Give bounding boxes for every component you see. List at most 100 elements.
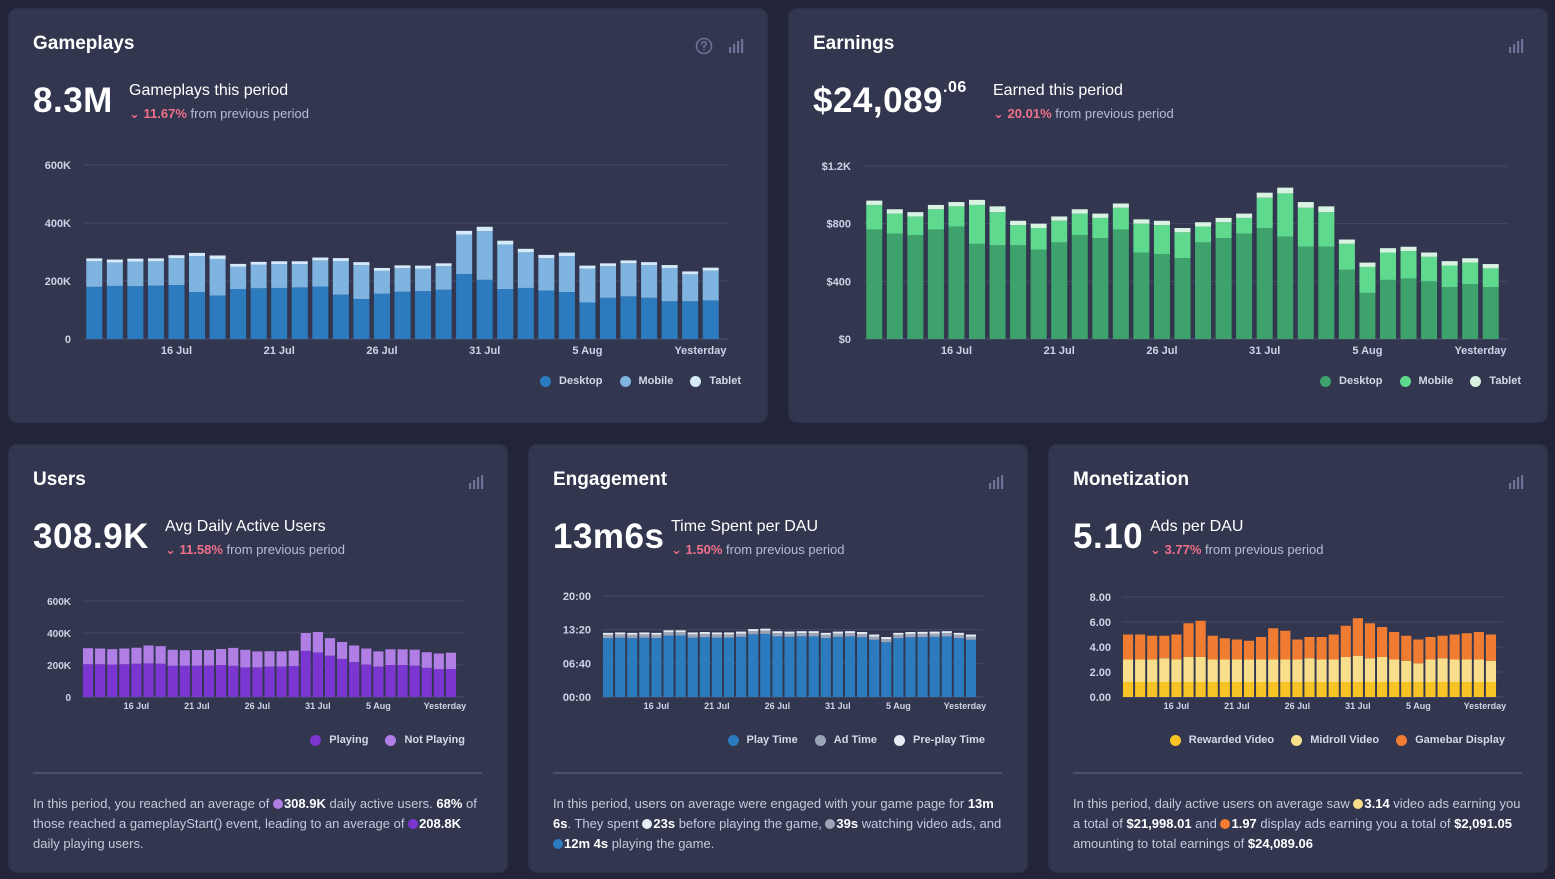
help-icon[interactable] <box>695 37 713 55</box>
stat-label: Gameplays this period <box>129 82 289 99</box>
bar-segment-rewarded-video <box>1147 682 1158 697</box>
bar-segment-playing <box>131 663 142 697</box>
bar-segment-pre-play-time <box>857 632 868 634</box>
bar-segment-gamebar-display <box>1328 634 1339 660</box>
chart-type-icon[interactable] <box>987 473 1005 491</box>
bar-segment-ad-time <box>699 633 710 638</box>
legend-item[interactable]: Tablet <box>1470 375 1521 387</box>
legend-dot <box>385 734 397 746</box>
divider <box>33 772 482 774</box>
users-chart: 0 200K 400K 600K 16 Jul 21 Jul 26 Jul 31 Jul 5 A… <box>47 597 466 711</box>
chart-type-icon[interactable] <box>1507 37 1525 55</box>
bar-segment-desktop <box>271 287 288 339</box>
bar-segment-midroll-video <box>1147 659 1158 682</box>
bar-segment-gamebar-display <box>1207 635 1218 660</box>
bar-segment-mobile <box>1359 266 1376 293</box>
bar-segment-mobile <box>1010 225 1027 246</box>
chart-type-icon[interactable] <box>1507 473 1525 491</box>
bar-segment-desktop <box>1277 236 1294 339</box>
bar-segment-desktop <box>1359 292 1376 339</box>
chart-legend: Rewarded Video Midroll Video Gamebar Dis… <box>1156 734 1505 749</box>
bar-segment-mobile <box>1421 256 1438 282</box>
legend-item[interactable]: Tablet <box>690 375 741 387</box>
bar-segment-desktop <box>1462 284 1479 339</box>
bar-segment-gamebar-display <box>1377 627 1388 657</box>
bar-segment-play-time <box>820 638 831 697</box>
legend-item[interactable]: Mobile <box>619 375 673 387</box>
bar-segment-not-playing <box>421 652 432 668</box>
bar-segment-play-time <box>929 636 940 697</box>
bar-segment-playing <box>264 666 275 697</box>
summary-value: 23s <box>653 816 676 831</box>
summary-text: of those reached a gameplayStart() event… <box>33 796 477 831</box>
bar-segment-pre-play-time <box>941 631 952 634</box>
legend-dot <box>814 734 826 746</box>
bar-segment-ad-time <box>844 633 856 637</box>
x-tick-label: 31 Jul <box>469 345 500 357</box>
legend-label: Play Time <box>746 734 798 746</box>
chart-type-icon[interactable] <box>467 473 485 491</box>
legend-item[interactable]: Rewarded Video <box>1169 734 1274 746</box>
legend-item[interactable]: Not Playing <box>385 734 465 746</box>
bar-segment-ad-time <box>820 634 831 639</box>
bar-segment-tablet <box>907 212 924 217</box>
bar-segment-rewarded-video <box>1292 682 1303 697</box>
bar-segment-midroll-video <box>1389 659 1400 682</box>
legend-item[interactable]: Midroll Video <box>1291 734 1379 746</box>
bar-segment-mobile <box>271 264 288 288</box>
bar-segment-gamebar-display <box>1171 634 1182 660</box>
legend-item[interactable]: Ad Time <box>814 734 877 746</box>
legend-item[interactable]: Play Time <box>727 734 798 746</box>
bar-segment-mobile <box>497 244 514 290</box>
bar-segment-mobile <box>476 231 493 280</box>
y-tick-label: 600K <box>45 160 71 172</box>
bar-segment-pre-play-time <box>905 632 916 634</box>
chart-type-icon[interactable] <box>727 37 745 55</box>
bar-segment-play-time <box>953 638 964 697</box>
legend-item[interactable]: Gamebar Display <box>1396 734 1505 746</box>
bar-segment-tablet <box>1359 262 1376 267</box>
bar-segment-desktop <box>1195 242 1212 339</box>
change-suffix: from previous period <box>222 542 346 557</box>
bar-segment-desktop <box>168 285 185 339</box>
bar-segment-gamebar-display <box>1401 635 1412 661</box>
card-title: Users <box>33 469 86 490</box>
bar-segment-midroll-video <box>1328 659 1339 682</box>
bar-segment-mobile <box>291 264 308 288</box>
bar-segment-ad-time <box>711 634 722 638</box>
bar-segment-desktop <box>907 235 924 339</box>
gameplays-value: 8.3M <box>33 81 113 120</box>
bar-segment-not-playing <box>191 649 202 666</box>
bar-segment-desktop <box>1297 246 1314 339</box>
bar-segment-gamebar-display <box>1437 635 1448 659</box>
x-tick-label: 16 Jul <box>161 345 192 357</box>
legend-item[interactable]: Desktop <box>1320 375 1382 387</box>
bar-segment-ad-time <box>869 636 880 640</box>
bar-segment-gamebar-display <box>1268 628 1279 660</box>
bar-segment-desktop <box>1482 287 1499 339</box>
card-title: Engagement <box>553 469 668 490</box>
legend-item[interactable]: Playing <box>310 734 368 746</box>
x-tick-label: 21 Jul <box>264 345 295 357</box>
bar-segment-mobile <box>394 268 411 292</box>
bar-segment-desktop <box>230 289 247 339</box>
bar-segment-playing <box>361 664 372 697</box>
bar-segment-tablet <box>1133 219 1150 224</box>
bar-segment-desktop <box>147 285 164 339</box>
bar-segment-desktop <box>1174 258 1191 339</box>
bar-segment-rewarded-video <box>1328 682 1339 697</box>
bar-segment-playing <box>276 666 287 697</box>
bar-segment-tablet <box>373 267 390 271</box>
legend-item[interactable]: Mobile <box>1399 375 1453 387</box>
bar-segment-midroll-video <box>1183 657 1194 682</box>
legend-item[interactable]: Desktop <box>540 375 602 387</box>
y-tick-label: $1.2K <box>822 161 851 173</box>
bar-segment-rewarded-video <box>1389 682 1400 697</box>
legend-item[interactable]: Pre-play Time <box>894 734 985 746</box>
y-tick-label: 4.00 <box>1090 642 1111 654</box>
bar-segment-play-time <box>663 635 674 697</box>
y-tick-label: 20:00 <box>563 591 591 603</box>
bar-segment-pre-play-time <box>820 632 831 635</box>
legend-label: Tablet <box>1489 375 1521 387</box>
bar-segment-mobile <box>1174 232 1191 259</box>
